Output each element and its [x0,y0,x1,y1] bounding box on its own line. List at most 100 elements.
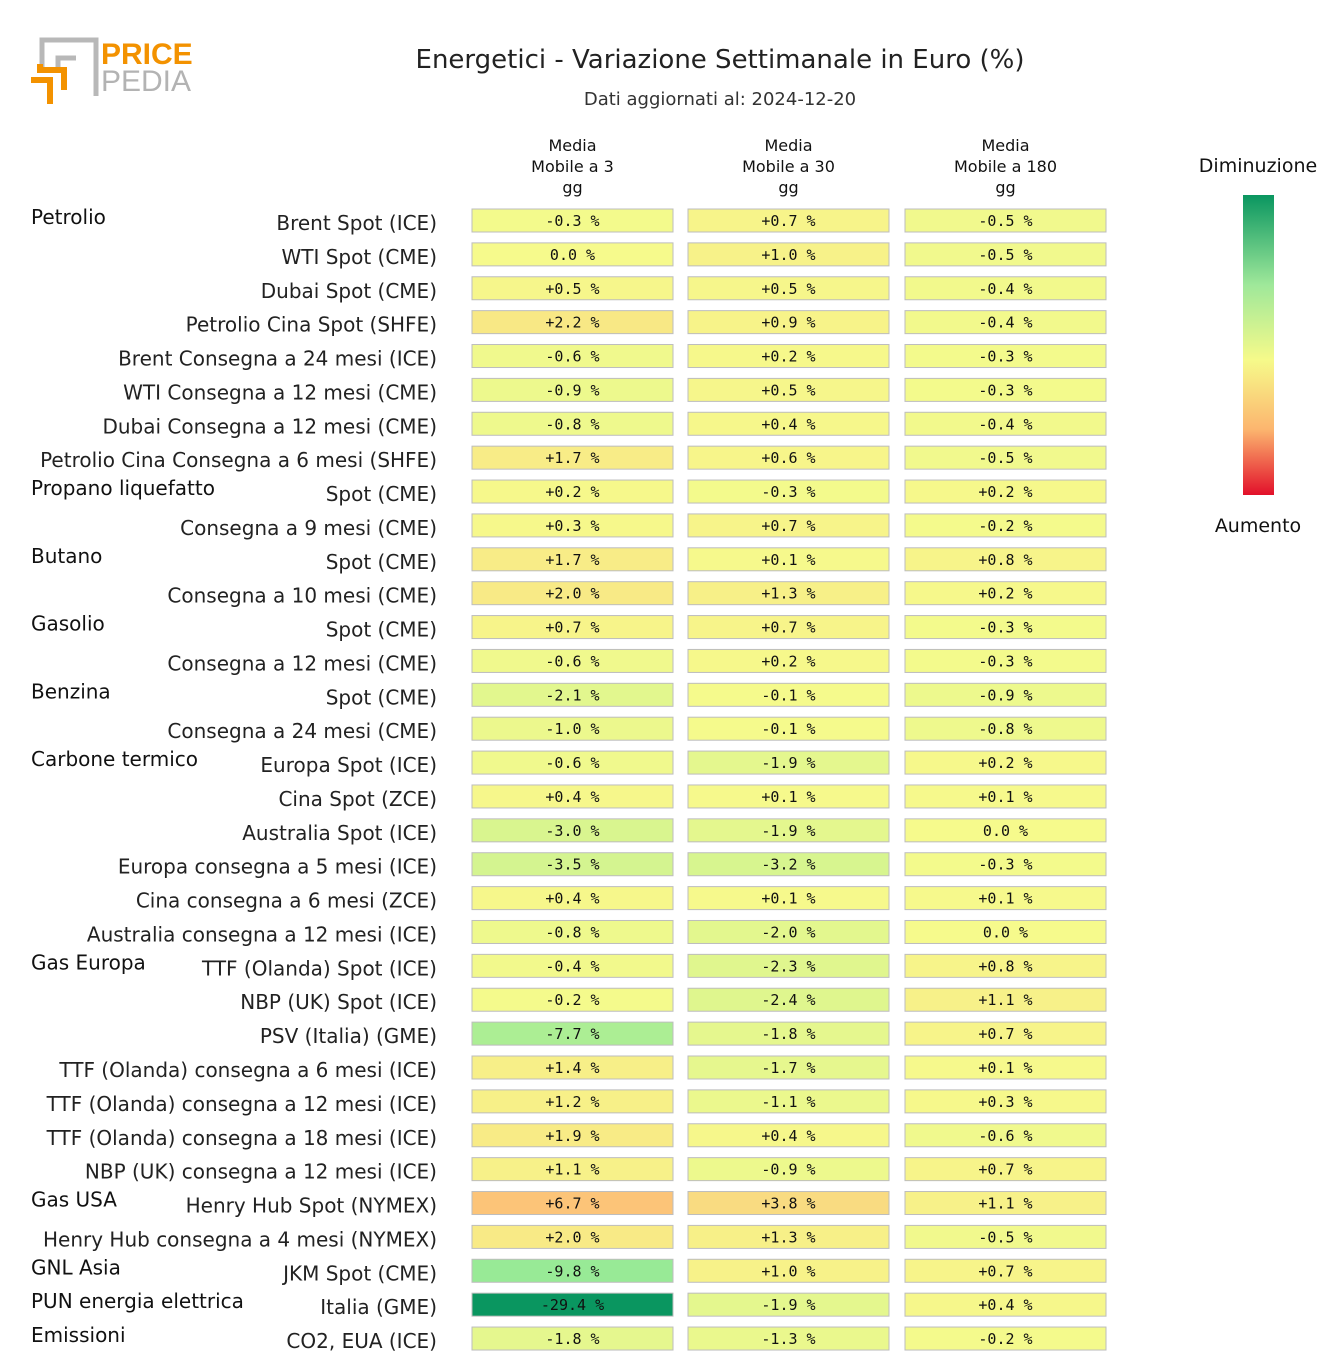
heat-cell [687,953,890,978]
table-row: Consegna a 24 mesi (CME) -1.0 % -0.1 % -0.8… [167,716,1107,743]
row-label: Europa consegna a 5 mesi (ICE) [118,855,437,879]
cell-value-label: -1.3 % [761,1330,815,1348]
table-row: Gas USA Henry Hub Spot (NYMEX) +6.7 % +3.8 … [31,1188,1107,1218]
heat-cell [471,716,674,741]
row-label: Spot (CME) [326,685,437,709]
cell-value-label: +1.9 % [545,1127,599,1145]
cell-value-label: +1.1 % [545,1161,599,1179]
row-label: WTI Consegna a 12 mesi (CME) [123,380,437,404]
table-row: WTI Consegna a 12 mesi (CME) -0.9 % +0.5 %… [123,377,1107,404]
cell-value-label: +0.7 % [761,212,815,230]
cell-value-label: -1.7 % [761,1059,815,1077]
table-row: Australia consegna a 12 mesi (ICE) -0.8 %… [87,919,1107,946]
cell-value-label: +1.3 % [761,1228,815,1246]
cell-value-label: -0.3 % [978,856,1032,874]
cell-value-label: -1.8 % [761,1025,815,1043]
heat-cell [471,242,674,267]
cell-value-label: +1.3 % [761,585,815,603]
chart-title: Energetici - Variazione Settimanale in E… [416,45,1025,75]
row-label: WTI Spot (CME) [281,245,437,269]
legend-color-bar [1243,195,1274,495]
cell-value-label: -0.4 % [978,280,1032,298]
heat-cell [471,987,674,1012]
cell-value-label: -1.9 % [761,822,815,840]
cell-value-label: +1.7 % [545,551,599,569]
heat-cell [687,818,890,843]
heat-cell [904,1021,1107,1046]
cell-value-label: -0.6 % [545,348,599,366]
heat-cell [904,682,1107,707]
heat-cell [471,1224,674,1249]
row-label: Cina consegna a 6 mesi (ZCE) [136,889,437,913]
heat-cell [904,784,1107,809]
cell-value-label: +0.9 % [761,314,815,332]
logo-pedia-text: PEDIA [101,65,191,98]
cell-value-label: -2.3 % [761,957,815,975]
heat-cell [471,1055,674,1080]
cell-value-label: -0.9 % [761,1161,815,1179]
heat-cell [904,1123,1107,1148]
table-row: PSV (Italia) (GME) -7.7 % -1.8 % +0.7 % [260,1021,1107,1048]
cell-value-label: +0.4 % [978,1296,1032,1314]
table-row: Propano liquefatto Spot (CME) +0.2 % -0.3 %… [31,476,1107,506]
cell-value-label: -1.9 % [761,754,815,772]
cell-value-label: +0.7 % [978,1161,1032,1179]
heat-cell [904,445,1107,470]
heat-cell [687,1326,890,1351]
legend-top-label: Diminuzione [1199,155,1317,177]
heat-cell [904,1258,1107,1283]
heat-cell [687,750,890,775]
table-row: Butano Spot (CME) +1.7 % +0.1 % +0.8 % [31,544,1107,574]
table-row: Petrolio Brent Spot (ICE) -0.3 % +0.7 % -0.5… [31,205,1107,235]
heat-cell [687,581,890,606]
cell-value-label: -1.9 % [761,1296,815,1314]
column-header-2-line-2: Mobile a 30 [742,157,835,176]
row-label: NBP (UK) Spot (ICE) [240,990,437,1014]
heat-cell [687,716,890,741]
row-label: NBP (UK) consegna a 12 mesi (ICE) [85,1160,437,1184]
cell-value-label: -0.2 % [978,1330,1032,1348]
table-row: Europa consegna a 5 mesi (ICE) -3.5 % -3.2… [118,852,1107,879]
group-label: Butano [31,544,102,568]
column-header-2-line-1: Media [764,136,812,155]
heat-cell [904,615,1107,640]
table-row: TTF (Olanda) consegna a 12 mesi (ICE) +1.… [46,1089,1107,1116]
heat-cell [687,648,890,673]
heat-cell [904,411,1107,436]
heat-cell [471,648,674,673]
heat-cell [904,1157,1107,1182]
logo-mark-orange-inner [37,64,67,90]
heat-cell [687,377,890,402]
cell-value-label: +2.2 % [545,314,599,332]
cell-value-label: -0.1 % [761,720,815,738]
heat-cell [471,310,674,335]
cell-value-label: -1.0 % [545,720,599,738]
cell-value-label: +0.1 % [978,1059,1032,1077]
heat-cell [471,953,674,978]
row-label: Brent Consegna a 24 mesi (ICE) [118,347,437,371]
cell-value-label: -7.7 % [545,1025,599,1043]
row-label: Consegna a 24 mesi (CME) [167,719,437,743]
heat-cell [687,615,890,640]
heat-cell [471,581,674,606]
logo-mark-gray-inner [55,55,76,70]
cell-value-label: -0.3 % [978,652,1032,670]
heat-cell [904,276,1107,301]
cell-value-label: -3.0 % [545,822,599,840]
row-label: Cina Spot (ZCE) [278,787,437,811]
heat-cell [471,547,674,572]
row-label: JKM Spot (CME) [281,1261,437,1285]
cell-value-label: +0.8 % [978,551,1032,569]
heat-cell [471,818,674,843]
row-label: Consegna a 10 mesi (CME) [167,584,437,608]
heat-cell [904,1224,1107,1249]
cell-value-label: 0.0 % [983,923,1028,941]
heat-cell [471,276,674,301]
heat-cell [687,1157,890,1182]
heat-cell [687,411,890,436]
cell-value-label: +1.2 % [545,1093,599,1111]
cell-value-label: +2.0 % [545,585,599,603]
cell-value-label: -2.0 % [761,923,815,941]
cell-value-label: -0.3 % [978,348,1032,366]
